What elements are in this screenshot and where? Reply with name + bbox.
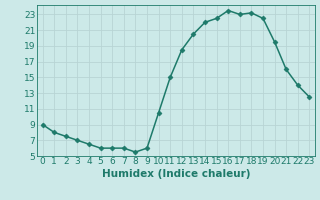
X-axis label: Humidex (Indice chaleur): Humidex (Indice chaleur) [102, 169, 250, 179]
